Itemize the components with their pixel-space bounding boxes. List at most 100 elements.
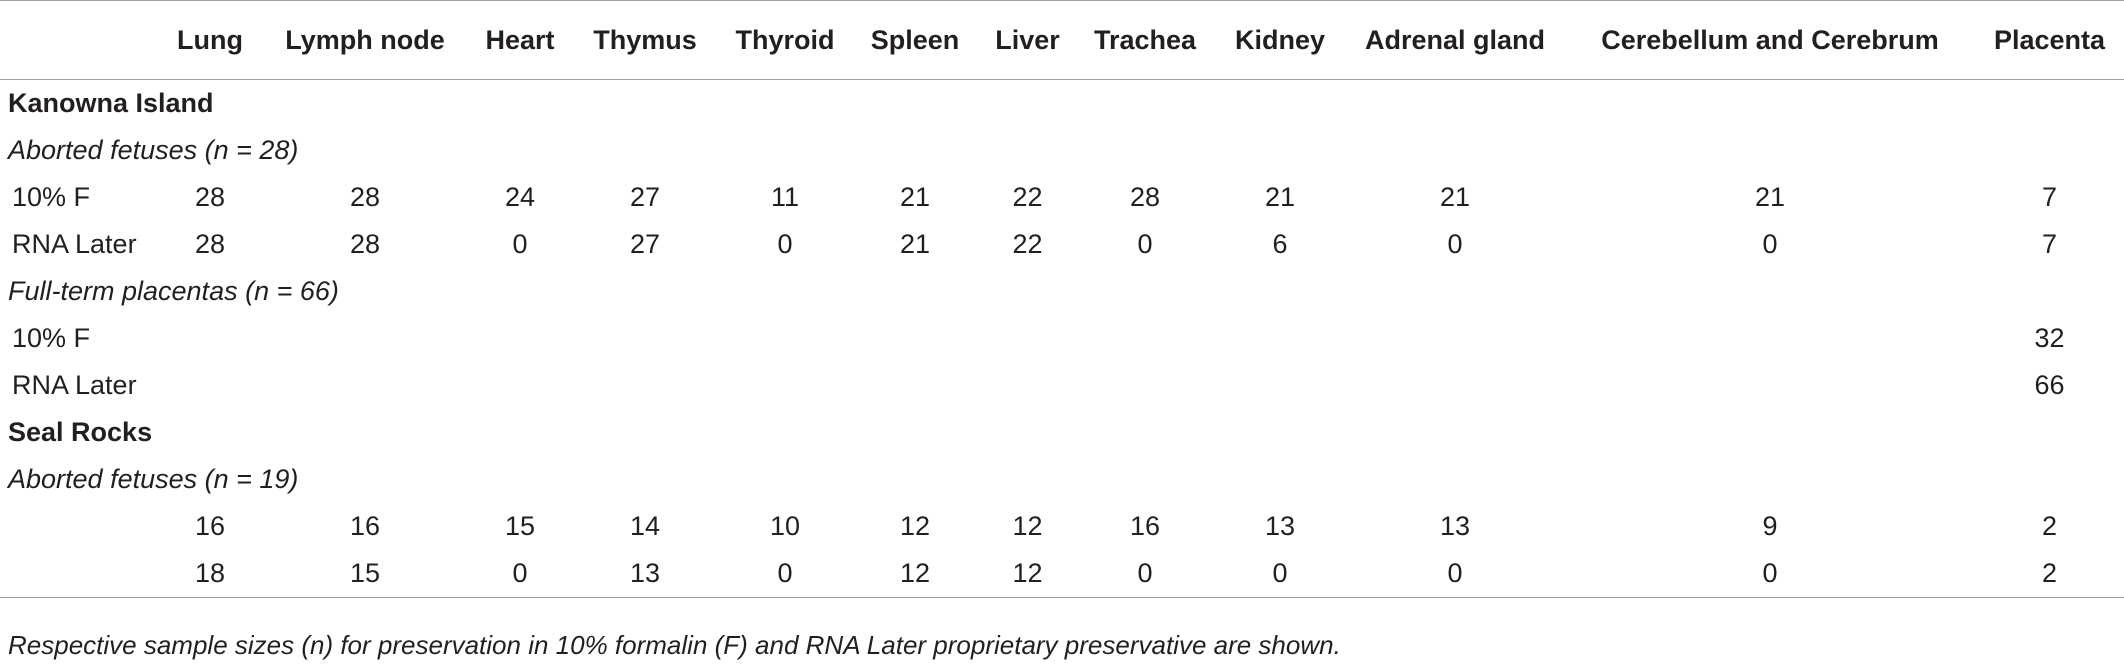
- table-cell: 28: [349, 229, 381, 259]
- group-row: Aborted fetuses (n = 28): [0, 127, 2124, 174]
- table-cell: [720, 315, 850, 362]
- table-cell: 0: [512, 229, 528, 259]
- table-cell: [470, 362, 570, 409]
- table-cell: [570, 362, 720, 409]
- table-cell: [720, 362, 850, 409]
- table-cell: 22: [1012, 182, 1043, 212]
- table-cell: 16: [1129, 511, 1161, 541]
- column-header: Liver: [980, 0, 1075, 80]
- column-header: Spleen: [850, 0, 980, 80]
- table-cell: 0: [777, 229, 793, 259]
- table-cell: [1565, 315, 1975, 362]
- column-header: Lymph node: [260, 0, 470, 80]
- data-table-container: Lung Lymph node Heart Thymus Thyroid Spleen Li…: [0, 0, 2124, 598]
- table-cell: 16: [194, 511, 226, 541]
- row-label: RNA Later: [12, 370, 137, 400]
- table-cell: 12: [980, 550, 1075, 598]
- table-cell: [1345, 362, 1565, 409]
- table-cell: 15: [260, 550, 470, 598]
- column-header: Placenta: [1975, 0, 2124, 80]
- table-cell: 32: [2034, 323, 2065, 353]
- table-cell: 12: [899, 511, 931, 541]
- group-row: Full-term placentas (n = 66): [0, 268, 2124, 315]
- table-cell: [980, 362, 1075, 409]
- row-label: [0, 550, 160, 598]
- section-title: Kanowna Island: [8, 88, 214, 118]
- table-cell: 12: [850, 550, 980, 598]
- table-cell: 0: [720, 550, 850, 598]
- table-cell: 0: [1215, 550, 1345, 598]
- section-title: Seal Rocks: [8, 417, 153, 447]
- table-cell: [1345, 315, 1565, 362]
- table-cell: 16: [349, 511, 381, 541]
- column-header: Adrenal gland: [1345, 0, 1565, 80]
- column-header: Kidney: [1215, 0, 1345, 80]
- table-body: Kanowna Island Aborted fetuses (n = 28) 10…: [0, 80, 2124, 598]
- table-row: 16 16 15 14 10 12 12 16 13 13 9 2: [0, 503, 2124, 550]
- table-cell: [1215, 315, 1345, 362]
- header-cell-empty: [0, 0, 160, 80]
- table-cell: 18: [160, 550, 260, 598]
- sample-size-table: Lung Lymph node Heart Thymus Thyroid Spleen Li…: [0, 0, 2124, 598]
- table-cell: [470, 315, 570, 362]
- table-cell: [1215, 362, 1345, 409]
- table-row: RNA Later 28 28 0 27 0 21 22 0 6 0 0 7: [0, 221, 2124, 268]
- table-cell: 24: [504, 182, 536, 212]
- table-cell: 27: [629, 182, 661, 212]
- table-cell: 21: [899, 229, 931, 259]
- column-header: Thyroid: [720, 0, 850, 80]
- table-cell: 21: [1264, 182, 1296, 212]
- table-cell: 28: [349, 182, 381, 212]
- group-title: Aborted fetuses (n = 28): [8, 135, 299, 165]
- table-cell: 21: [1754, 182, 1786, 212]
- table-cell: [1565, 362, 1975, 409]
- table-cell: [260, 315, 470, 362]
- table-cell: [160, 315, 260, 362]
- row-label: 10% F: [12, 323, 91, 353]
- table-cell: 28: [1129, 182, 1161, 212]
- table-cell: [980, 315, 1075, 362]
- table-cell: 27: [629, 229, 661, 259]
- table-cell: 0: [1447, 229, 1463, 259]
- table-cell: [850, 315, 980, 362]
- column-header: Thymus: [570, 0, 720, 80]
- table-cell: [260, 362, 470, 409]
- table-cell: 13: [1264, 511, 1296, 541]
- table-cell: 21: [899, 182, 931, 212]
- group-title: Aborted fetuses (n = 19): [8, 464, 299, 494]
- table-cell: [1075, 362, 1215, 409]
- table-row: 10% F 32: [0, 315, 2124, 362]
- table-cell: 7: [2041, 182, 2058, 212]
- table-row: RNA Later 66: [0, 362, 2124, 409]
- table-cell: [850, 362, 980, 409]
- table-cell: 7: [2041, 229, 2058, 259]
- table-cell: 13: [1439, 511, 1471, 541]
- table-caption: Respective sample sizes (n) for preserva…: [8, 630, 1341, 660]
- table-cell: 28: [194, 182, 226, 212]
- row-label: [0, 503, 160, 550]
- row-label: 10% F: [12, 182, 91, 212]
- table-cell: 21: [1439, 182, 1471, 212]
- table-cell: 28: [194, 229, 226, 259]
- table-header-row: Lung Lymph node Heart Thymus Thyroid Spleen Li…: [0, 0, 2124, 80]
- table-cell: 22: [1012, 229, 1043, 259]
- column-header: Cerebellum and Cerebrum: [1565, 0, 1975, 80]
- table-cell: 0: [1345, 550, 1565, 598]
- group-title: Full-term placentas (n = 66): [8, 276, 339, 306]
- table-row: 10% F 28 28 24 27 11 21 22 28 21 21 21 7: [0, 174, 2124, 221]
- table-cell: 0: [470, 550, 570, 598]
- table-cell: 2: [1975, 550, 2124, 598]
- table-cell: 66: [2034, 370, 2065, 400]
- group-row: Aborted fetuses (n = 19): [0, 456, 2124, 503]
- table-cell: 0: [1137, 229, 1153, 259]
- table-cell: 9: [1762, 511, 1778, 541]
- table-cell: 15: [504, 511, 536, 541]
- column-header: Trachea: [1075, 0, 1215, 80]
- column-header: Lung: [160, 0, 260, 80]
- table-cell: 2: [2041, 511, 2058, 541]
- section-row: Kanowna Island: [0, 80, 2124, 128]
- row-label: RNA Later: [12, 229, 137, 259]
- table-cell: 0: [1565, 550, 1975, 598]
- table-cell: 12: [1012, 511, 1043, 541]
- table-cell: 14: [629, 511, 661, 541]
